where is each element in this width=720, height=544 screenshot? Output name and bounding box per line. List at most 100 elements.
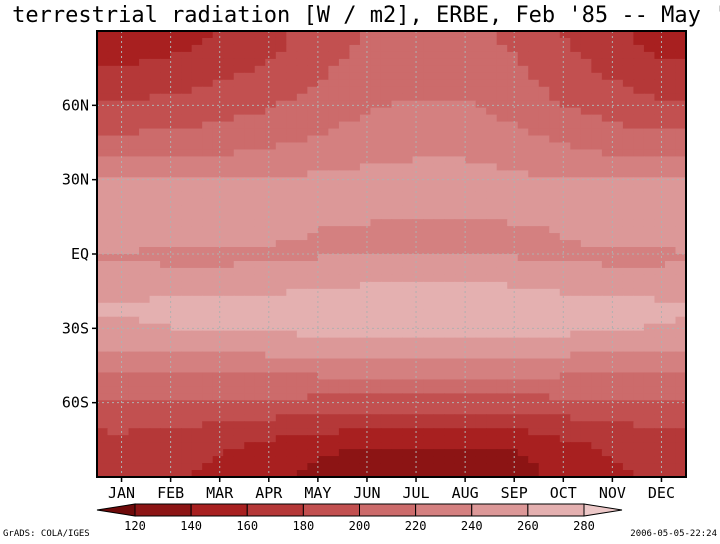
heatmap-cell — [107, 421, 119, 429]
heatmap-cell — [370, 198, 382, 206]
heatmap-cell — [475, 254, 487, 262]
heatmap-cell — [191, 170, 203, 178]
heatmap-cell — [601, 267, 613, 276]
heatmap-cell — [423, 316, 435, 325]
heatmap-cell — [233, 121, 245, 130]
heatmap-cell — [191, 184, 203, 192]
heatmap-cell — [160, 428, 172, 436]
heatmap-cell — [380, 449, 393, 457]
heatmap-cell — [612, 344, 624, 353]
heatmap-cell — [139, 177, 151, 185]
heatmap-cell — [317, 323, 329, 332]
heatmap-cell — [444, 254, 456, 262]
colorbar-swatch — [134, 503, 192, 517]
heatmap-cell — [496, 128, 508, 137]
heatmap-cell — [317, 274, 329, 283]
heatmap-cell — [507, 86, 519, 95]
heatmap-cell — [359, 31, 372, 39]
heatmap-cell — [296, 121, 308, 130]
heatmap-cell — [338, 135, 351, 144]
heatmap-cell — [275, 323, 287, 332]
heatmap-cell — [181, 337, 193, 346]
heatmap-cell — [538, 281, 550, 290]
heatmap-cell — [538, 463, 550, 471]
heatmap-cell — [317, 93, 329, 102]
heatmap-cell — [591, 44, 603, 53]
heatmap-cell — [559, 358, 571, 367]
heatmap-cell — [622, 435, 635, 443]
heatmap-cell — [307, 267, 319, 276]
heatmap-cell — [212, 72, 224, 81]
heatmap-cell — [118, 337, 130, 346]
heatmap-cell — [349, 337, 361, 346]
heatmap-cell — [286, 407, 298, 415]
heatmap-cell — [612, 100, 624, 109]
heatmap-cell — [622, 295, 635, 304]
heatmap-cell — [149, 358, 161, 367]
heatmap-cell — [549, 254, 561, 262]
heatmap-cell — [307, 184, 319, 192]
colorbar-label: 220 — [405, 519, 427, 533]
heatmap-cell — [349, 93, 361, 102]
heatmap-cell — [454, 37, 466, 46]
heatmap-cell — [591, 86, 603, 95]
heatmap-cell — [622, 198, 635, 206]
heatmap-cell — [139, 358, 151, 367]
heatmap-cell — [433, 121, 445, 130]
heatmap-cell — [370, 79, 382, 88]
heatmap-cell — [423, 288, 435, 297]
heatmap-cell — [317, 365, 329, 374]
heatmap-cell — [444, 358, 456, 367]
heatmap-cell — [296, 198, 308, 206]
heatmap-cell — [349, 456, 361, 464]
heatmap-cell — [328, 86, 340, 95]
heatmap-cell — [191, 435, 203, 443]
heatmap-cell — [118, 414, 130, 422]
heatmap-cell — [254, 163, 266, 171]
heatmap-cell — [423, 149, 435, 158]
heatmap-cell — [181, 93, 193, 102]
heatmap-cell — [97, 177, 109, 185]
heatmap-cell — [170, 400, 182, 408]
heatmap-cell — [549, 400, 561, 408]
heatmap-cell — [412, 205, 424, 213]
heatmap-cell — [265, 449, 277, 457]
heatmap-cell — [486, 267, 498, 276]
heatmap-cell — [496, 93, 508, 102]
heatmap-cell — [496, 226, 508, 234]
heatmap-cell — [118, 323, 130, 332]
heatmap-cell — [528, 414, 540, 422]
heatmap-cell — [212, 260, 224, 269]
heatmap-cell — [370, 163, 382, 171]
heatmap-cell — [233, 114, 245, 123]
heatmap-cell — [191, 177, 203, 185]
heatmap-cell — [444, 51, 456, 60]
heatmap-cell — [328, 372, 340, 381]
heatmap-cell — [444, 323, 456, 332]
heatmap-cell — [412, 421, 424, 429]
heatmap-cell — [654, 449, 666, 457]
footer-right: 2006-05-05-22:24 — [630, 529, 717, 539]
heatmap-cell — [107, 226, 119, 234]
heatmap-cell — [97, 428, 109, 436]
heatmap-cell — [370, 191, 382, 199]
heatmap-cell — [465, 219, 477, 227]
heatmap-cell — [507, 212, 519, 220]
heatmap-cell — [296, 65, 308, 74]
heatmap-cell — [412, 37, 424, 46]
heatmap-cell — [223, 274, 235, 283]
heatmap-cell — [538, 456, 550, 464]
heatmap-cell — [454, 128, 466, 137]
heatmap-cell — [349, 302, 361, 311]
heatmap-cell — [191, 254, 203, 262]
heatmap-cell — [328, 274, 340, 283]
heatmap-cell — [223, 470, 235, 478]
heatmap-cell — [622, 72, 635, 81]
heatmap-cell — [664, 421, 677, 429]
heatmap-cell — [296, 254, 308, 262]
heatmap-cell — [359, 247, 372, 255]
heatmap-cell — [601, 393, 613, 401]
heatmap-cell — [128, 212, 140, 220]
heatmap-cell — [275, 149, 287, 158]
heatmap-cell — [412, 316, 424, 325]
